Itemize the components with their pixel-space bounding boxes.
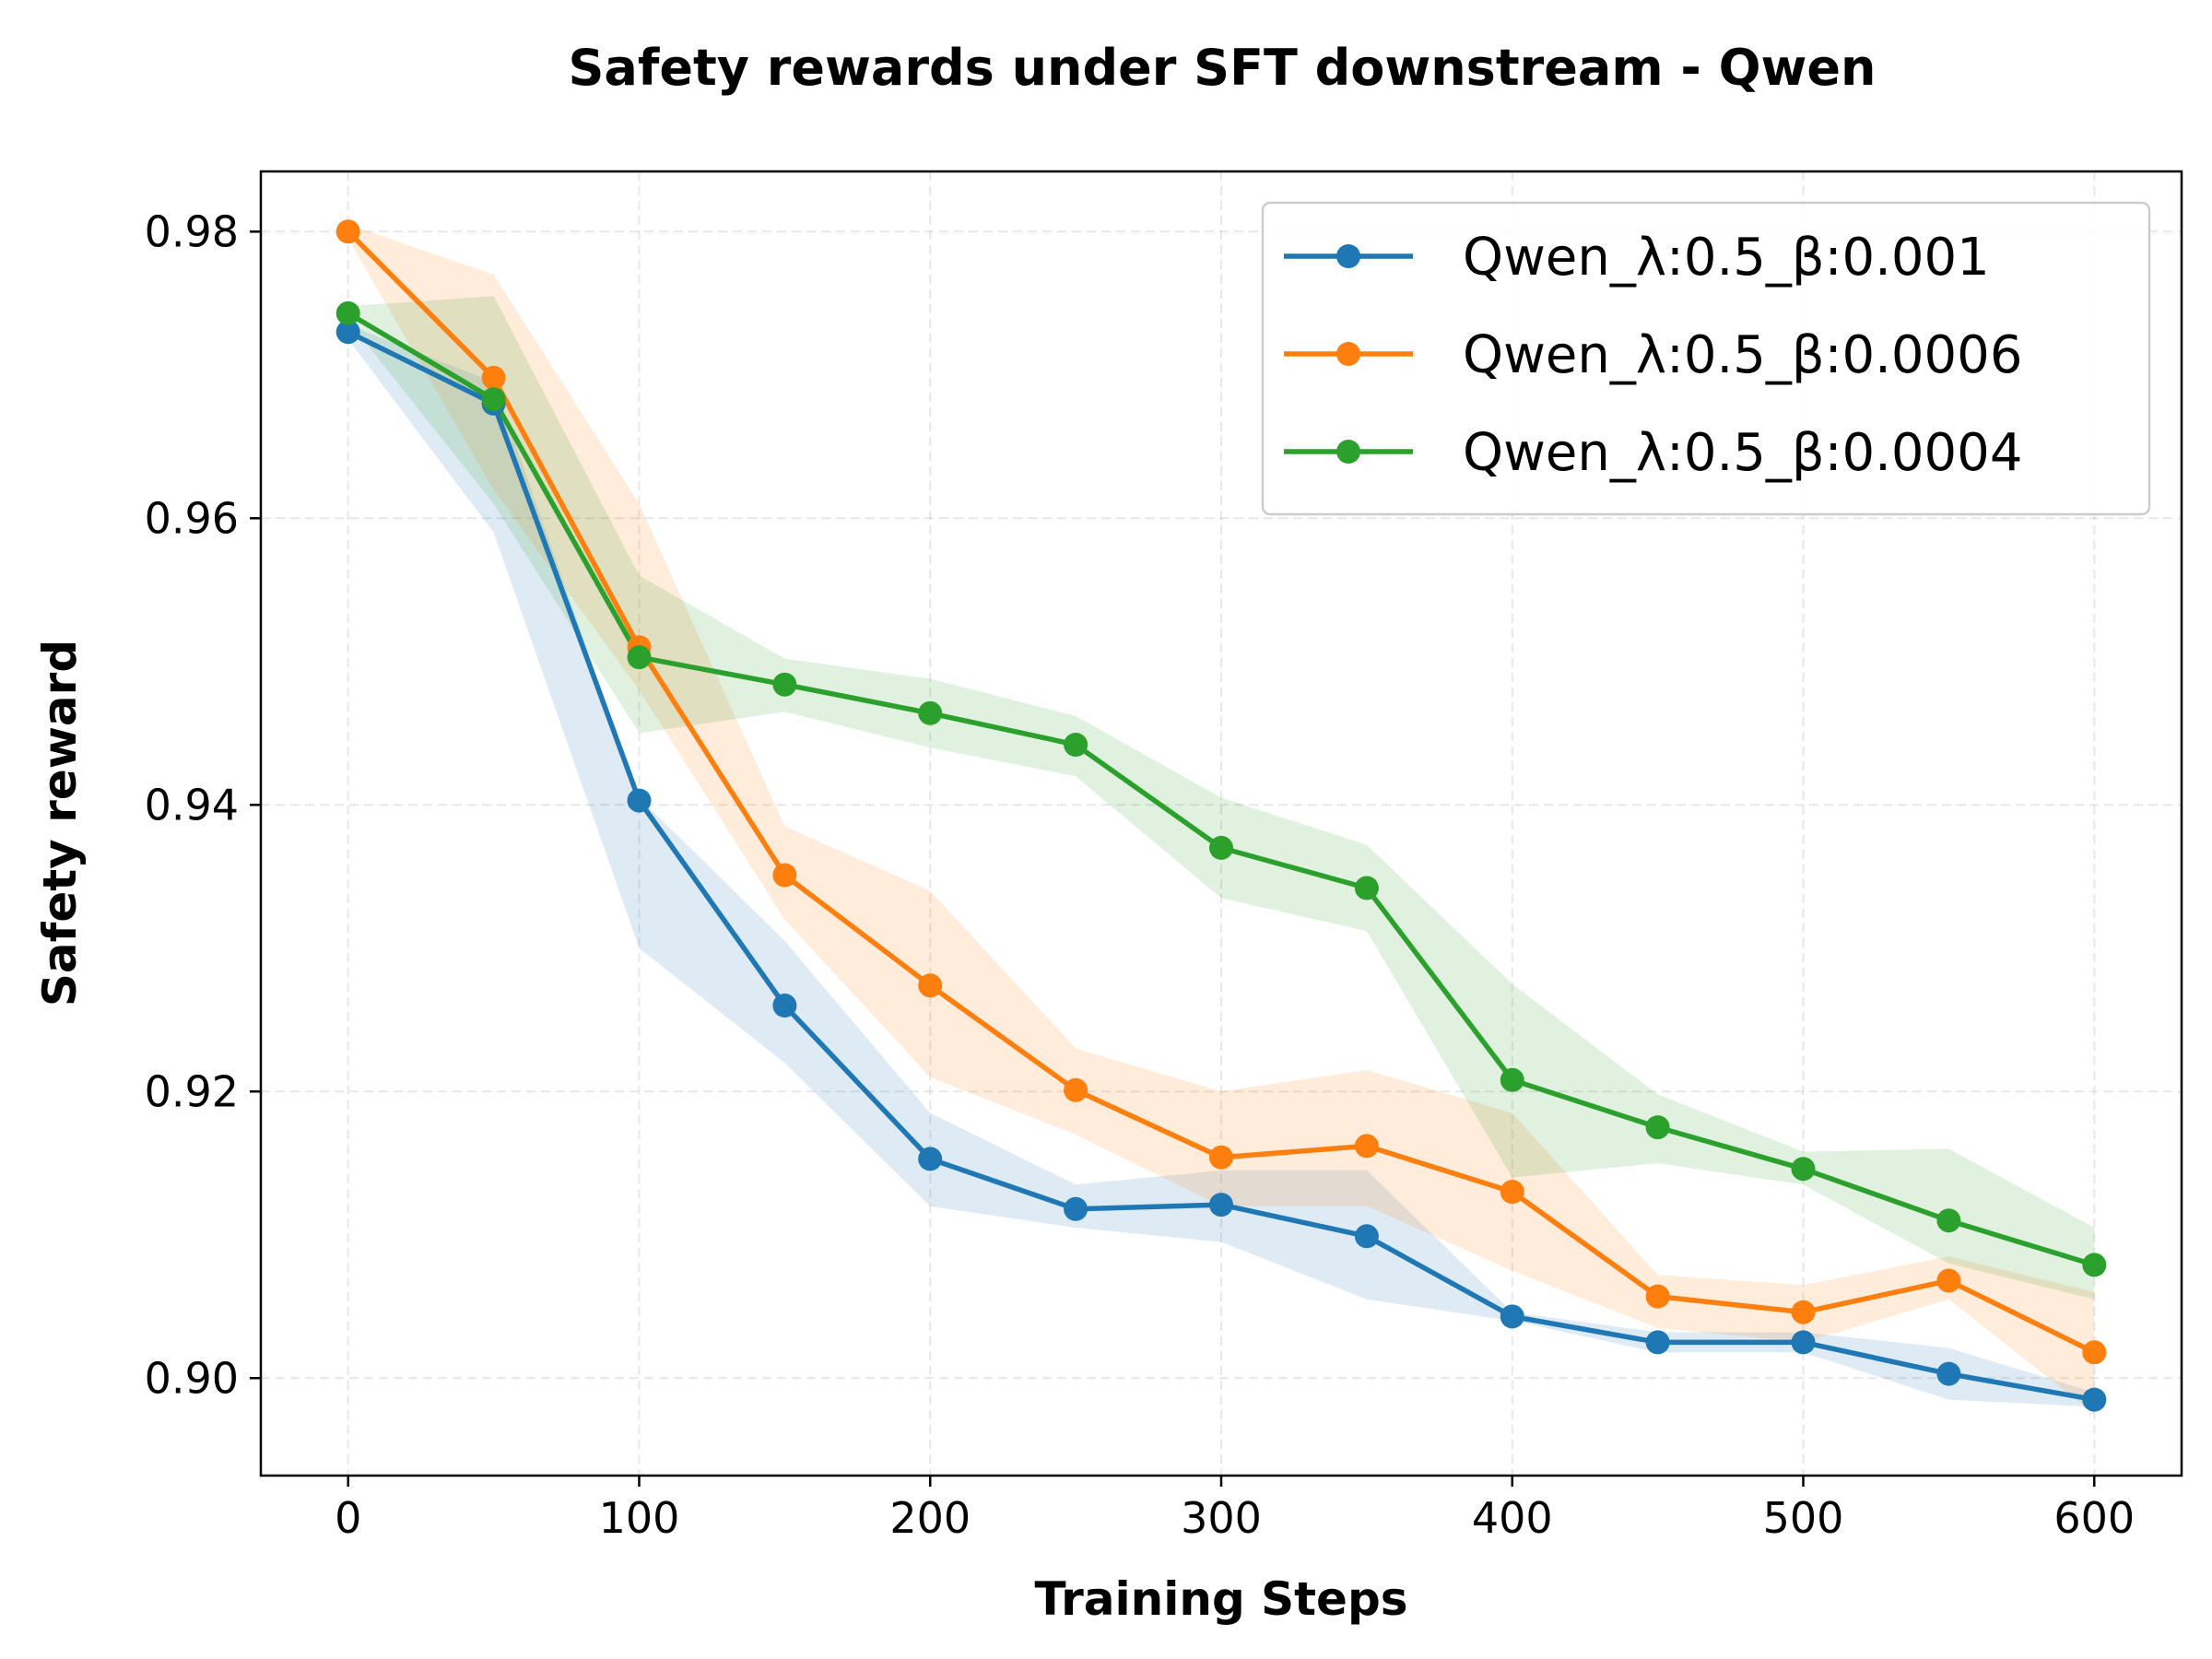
data-point-series-2	[481, 365, 506, 390]
y-tick-label: 0.98	[145, 206, 239, 256]
data-point-series-2	[1936, 1268, 1961, 1293]
x-axis-label: Training Steps	[1034, 1572, 1407, 1626]
data-point-series-2	[1791, 1300, 1816, 1324]
data-point-series-3	[1064, 733, 1088, 757]
data-point-series-2	[1645, 1284, 1670, 1309]
series-markers	[335, 219, 2107, 1412]
data-point-series-1	[918, 1147, 943, 1171]
x-tick-label: 200	[889, 1493, 971, 1543]
data-point-series-3	[1209, 835, 1233, 860]
data-point-series-2	[2082, 1340, 2107, 1365]
x-tick-label: 500	[1763, 1493, 1844, 1543]
data-point-series-3	[1936, 1208, 1961, 1233]
data-point-series-2	[335, 219, 360, 244]
y-axis-ticks: 0.90 0.92 0.94 0.96 0.98	[145, 206, 261, 1403]
x-tick-label: 0	[335, 1493, 361, 1543]
data-point-series-1	[335, 320, 360, 345]
data-point-series-1	[1354, 1224, 1379, 1249]
x-tick-label: 300	[1181, 1493, 1262, 1543]
data-point-series-1	[772, 994, 797, 1018]
data-point-series-2	[1209, 1145, 1233, 1170]
confidence-bands	[347, 224, 2095, 1415]
data-point-series-1	[1645, 1330, 1670, 1355]
y-tick-label: 0.94	[145, 780, 239, 830]
data-point-series-1	[1064, 1196, 1088, 1221]
legend: Qwen_λ:0.5_β:0.001 Qwen_λ:0.5_β:0.0006 Q…	[1261, 201, 2151, 516]
data-point-series-3	[772, 672, 797, 697]
data-point-series-1	[1500, 1304, 1524, 1329]
data-point-series-1	[2082, 1387, 2107, 1412]
data-point-series-1	[1936, 1361, 1961, 1386]
data-point-series-2	[772, 863, 797, 888]
data-point-series-2	[1500, 1180, 1524, 1205]
data-point-series-2	[918, 973, 943, 998]
legend-label-2: Qwen_λ:0.5_β:0.0006	[1463, 325, 2022, 385]
data-point-series-3	[1791, 1157, 1816, 1182]
chart-title: Safety rewards under SFT downstream - Qw…	[569, 39, 1877, 97]
data-point-series-2	[1354, 1134, 1379, 1159]
data-point-series-3	[335, 300, 360, 325]
x-tick-label: 400	[1472, 1493, 1553, 1543]
x-tick-label: 600	[2053, 1493, 2135, 1543]
data-point-series-3	[2082, 1253, 2107, 1277]
y-tick-label: 0.96	[145, 493, 239, 543]
y-tick-label: 0.90	[145, 1353, 239, 1403]
y-tick-label: 0.92	[145, 1066, 239, 1116]
legend-marker-1	[1336, 244, 1360, 268]
x-axis-ticks: 0 100 200 300 400 500 600	[335, 1476, 2135, 1543]
data-point-series-2	[1064, 1077, 1088, 1102]
data-point-series-3	[918, 700, 943, 725]
legend-box	[1261, 201, 2151, 516]
legend-marker-2	[1336, 342, 1360, 366]
y-axis-label: Safety reward	[33, 640, 87, 1006]
confidence-band-series-3	[347, 296, 2095, 1300]
data-point-series-3	[1354, 876, 1379, 900]
data-point-series-3	[481, 387, 506, 412]
legend-label-1: Qwen_λ:0.5_β:0.001	[1463, 228, 1990, 288]
confidence-band-series-2	[347, 224, 2095, 1415]
confidence-band-series-1	[347, 324, 2095, 1407]
data-point-series-3	[627, 645, 652, 670]
data-point-series-1	[627, 788, 652, 813]
legend-marker-3	[1336, 440, 1360, 464]
data-point-series-1	[1791, 1330, 1816, 1355]
legend-label-3: Qwen_λ:0.5_β:0.0004	[1463, 423, 2022, 483]
x-tick-label: 100	[599, 1493, 680, 1543]
data-point-series-3	[1645, 1115, 1670, 1140]
data-point-series-3	[1500, 1067, 1524, 1092]
data-point-series-1	[1209, 1193, 1233, 1218]
